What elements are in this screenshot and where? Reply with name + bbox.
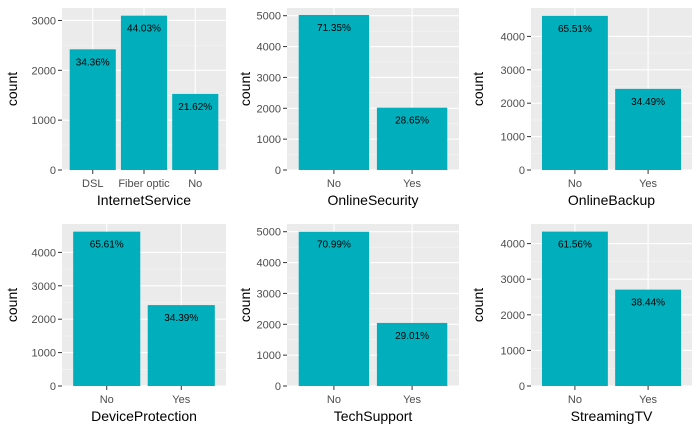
bar-data-label: 71.35% [317, 23, 351, 34]
y-tick-label: 1000 [257, 350, 281, 362]
y-tick-label: 4000 [501, 239, 525, 251]
x-axis-title: DeviceProtection [91, 408, 197, 424]
y-tick-label: 1000 [257, 134, 281, 146]
bar-data-label: 65.51% [558, 24, 592, 35]
y-tick-label: 3000 [32, 15, 56, 27]
y-tick-label: 3000 [257, 72, 281, 84]
x-tick-label: DSL [82, 178, 103, 190]
x-tick-label: Yes [403, 178, 421, 190]
bar [73, 231, 141, 386]
y-tick-label: 2000 [501, 310, 525, 322]
y-tick-label: 0 [519, 381, 525, 393]
bar [376, 322, 448, 386]
y-tick-label: 1000 [32, 115, 56, 127]
bar [172, 93, 219, 170]
y-tick-label: 5000 [257, 11, 281, 23]
bar-data-label: 29.01% [395, 331, 429, 342]
bar [541, 231, 608, 386]
y-tick-label: 1000 [32, 348, 56, 360]
y-tick-label: 3000 [257, 288, 281, 300]
y-tick-label: 1000 [501, 132, 525, 144]
bar-data-label: 34.36% [76, 57, 110, 68]
y-tick-label: 4000 [257, 42, 281, 54]
y-axis-title: count [470, 72, 486, 106]
y-tick-label: 1000 [501, 345, 525, 357]
bar [147, 305, 215, 386]
bar-data-label: 70.99% [317, 240, 351, 251]
x-axis-title: OnlineSecurity [327, 192, 418, 208]
bar [120, 15, 168, 171]
bar [376, 107, 448, 170]
bar [298, 14, 370, 171]
y-tick-label: 0 [50, 165, 56, 177]
y-tick-label: 4000 [32, 247, 56, 259]
y-tick-label: 4000 [257, 258, 281, 270]
y-axis-title: count [4, 288, 20, 322]
x-tick-label: No [327, 178, 341, 190]
bar-data-label: 28.65% [395, 116, 429, 127]
bar-data-label: 65.61% [90, 240, 124, 251]
x-axis-title: TechSupport [334, 408, 413, 424]
y-tick-label: 3000 [501, 274, 525, 286]
bar-data-label: 38.44% [631, 298, 665, 309]
bar-data-label: 21.62% [178, 102, 212, 113]
x-axis-title: OnlineBackup [568, 192, 655, 208]
bar [298, 231, 370, 386]
x-tick-label: Fiber optic [118, 178, 170, 190]
bar-data-label: 44.03% [127, 24, 161, 35]
chart-onlinebackup: 0 1000 2000 3000 4000 65.51% No 34.49% Yes Online… [466, 0, 699, 216]
y-tick-label: 0 [50, 381, 56, 393]
x-tick-label: Yes [639, 178, 657, 190]
x-tick-label: Yes [172, 394, 190, 406]
bar-data-label: 34.39% [164, 313, 198, 324]
bar-data-label: 61.56% [558, 240, 592, 251]
y-tick-label: 0 [519, 165, 525, 177]
bar [69, 49, 116, 170]
chart-techsupport: 0 1000 2000 3000 4000 5000 70.99% No 29.01% Yes Te… [233, 216, 466, 432]
y-tick-label: 2000 [32, 314, 56, 326]
y-tick-label: 4000 [501, 31, 525, 43]
y-axis-title: count [237, 288, 253, 322]
x-tick-label: No [188, 178, 202, 190]
y-tick-label: 3000 [32, 281, 56, 293]
chart-internetservice: 0 1000 2000 3000 34.36% DSL 44.03% Fiber optic 2… [0, 0, 233, 216]
y-tick-label: 2000 [501, 98, 525, 110]
chart-streamingtv: 0 1000 2000 3000 4000 61.56% No 38.44% Yes Stream… [466, 216, 699, 432]
bar [615, 289, 682, 386]
x-tick-label: No [327, 394, 341, 406]
bar-data-label: 34.49% [631, 97, 665, 108]
y-tick-label: 0 [275, 381, 281, 393]
x-tick-label: No [100, 394, 114, 406]
y-axis-title: count [470, 288, 486, 322]
y-tick-label: 3000 [501, 65, 525, 77]
chart-deviceprotection: 0 1000 2000 3000 4000 65.61% No 34.39% Yes Device… [0, 216, 233, 432]
y-axis-title: count [4, 72, 20, 106]
x-axis-title: StreamingTV [571, 408, 653, 424]
y-tick-label: 2000 [32, 65, 56, 77]
y-tick-label: 2000 [257, 103, 281, 115]
y-axis-title: count [237, 72, 253, 106]
x-tick-label: No [568, 394, 582, 406]
bar [541, 15, 608, 170]
y-tick-label: 0 [275, 165, 281, 177]
bar [615, 88, 682, 170]
chart-onlinesecurity: 0 1000 2000 3000 4000 5000 71.35% No 28.65% Yes On… [233, 0, 466, 216]
y-tick-label: 5000 [257, 227, 281, 239]
x-axis-title: InternetService [97, 192, 191, 208]
x-tick-label: No [568, 178, 582, 190]
x-tick-label: Yes [403, 394, 421, 406]
y-tick-label: 2000 [257, 319, 281, 331]
x-tick-label: Yes [639, 394, 657, 406]
